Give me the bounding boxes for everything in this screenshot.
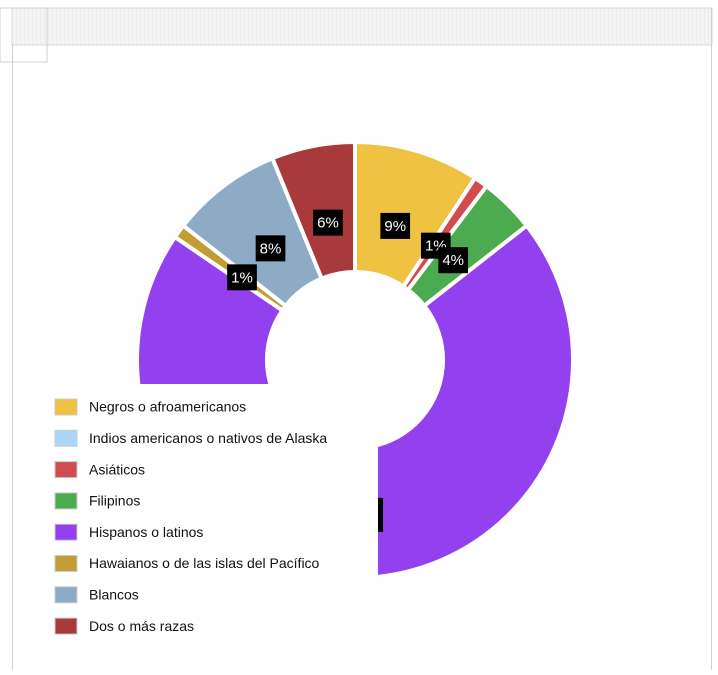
legend-box — [45, 384, 378, 646]
data-label-box — [227, 264, 257, 291]
legend-swatch — [54, 555, 78, 572]
data-label: 8% — [255, 235, 286, 262]
legend: Negros o afroamericanos Indios americanos… — [45, 384, 378, 646]
data-label-text: 1% — [231, 269, 253, 286]
data-label-box — [380, 212, 411, 239]
legend-label: Dos o más razas — [89, 618, 194, 634]
data-label-box — [313, 209, 343, 236]
legend-swatch — [54, 586, 78, 604]
legend-swatch — [54, 523, 78, 541]
legend-swatch — [54, 617, 78, 635]
data-label-text: 8% — [260, 240, 282, 257]
data-label-text: 4% — [442, 252, 464, 269]
data-label: 6% — [313, 209, 343, 236]
data-label-text: 6% — [317, 215, 339, 232]
data-label-box — [438, 247, 469, 274]
legend-label: Indios americanos o nativos de Alaska — [89, 430, 327, 446]
legend-label: Hawaianos o de las islas del Pacífico — [89, 555, 320, 571]
legend-label: Hispanos o latinos — [89, 524, 203, 540]
data-label: 4% — [438, 247, 469, 274]
legend-label: Negros o afroamericanos — [89, 399, 246, 415]
data-label-text: 9% — [384, 218, 406, 235]
legend-swatch — [54, 429, 78, 447]
data-label: 9% — [380, 212, 411, 239]
legend-label: Blancos — [89, 587, 139, 603]
data-label-box — [255, 235, 286, 262]
corner-box — [0, 7, 48, 63]
legend-swatch — [54, 461, 78, 479]
legend-label: Filipinos — [89, 493, 140, 509]
panel-header — [11, 7, 713, 46]
legend-swatch — [54, 398, 78, 416]
legend-label: Asiáticos — [89, 461, 145, 477]
legend-swatch — [54, 492, 78, 510]
data-label: 1% — [227, 264, 257, 291]
